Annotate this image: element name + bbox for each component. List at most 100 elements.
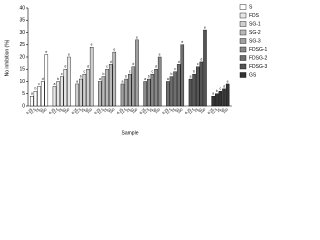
bar-letter: d [110,60,112,64]
bar-letter: d [223,84,225,88]
x-tick-label: 6.25 [116,107,124,115]
legend-swatch [239,38,247,44]
bar [222,88,226,107]
y-tick-label: 30 [19,30,25,36]
bar [98,81,102,107]
bar [86,69,90,107]
bar-letter: e [113,48,115,52]
x-tick-label: 100 [63,107,70,114]
x-tick-label: 6.25 [139,107,147,115]
bar [169,76,174,107]
bar [157,56,162,107]
bar [150,73,155,107]
bar [135,39,139,107]
legend-label: SG-2 [249,30,261,36]
bar-letter: d [200,57,202,61]
legend-label: FDSG-3 [249,64,268,70]
legend-swatch [239,29,247,36]
bar-letter: d [87,65,89,69]
x-tick-label: 100 [154,107,161,114]
bar-letter: a [99,77,101,81]
legend-label: S [249,4,253,10]
bar [101,76,106,107]
y-tick-label: 10 [19,79,25,85]
x-tick-label: 50 [152,108,158,114]
legend-label: FDSG-1 [249,47,268,53]
bar [166,81,170,107]
x-tick-label: 100 [41,107,48,114]
x-tick-label: 50 [106,108,112,114]
bar [37,86,41,107]
bar [147,78,151,107]
legend-swatch [239,12,247,19]
y-tick-label: 0 [22,103,25,109]
x-tick-label: 25 [103,108,109,114]
bar [188,78,193,107]
bar [105,69,109,107]
x-tick-label: 12.5 [210,107,218,115]
bar-letter: c [152,70,154,74]
x-tick-label: 12.5 [142,107,150,115]
bar [79,78,83,107]
bar-letter: c [61,72,63,76]
x-tick-label: 25 [148,108,154,114]
bar-letter: d [178,60,180,64]
bar-letter: c [197,62,199,66]
bar [124,78,128,107]
bar-letter: e [91,43,93,47]
bar-letter: e [68,52,70,56]
y-tick-label: 20 [19,54,25,60]
bar [176,64,181,107]
bar [63,69,68,107]
legend-swatch [239,63,247,70]
bar [112,51,117,107]
x-tick-label: 100 [199,107,206,114]
x-tick-label: 100 [222,107,229,114]
x-tick-label: 25 [193,108,199,114]
y-tick-label: 35 [19,18,25,24]
bar [89,47,94,107]
bar [56,81,60,107]
bar [127,73,132,107]
bar-letter: b [57,77,59,81]
bar [199,61,204,107]
x-tick-label: 6.25 [162,107,170,115]
bar [44,54,49,107]
bar [67,56,71,107]
bar-letter: e [227,79,229,83]
x-tick-label: 50 [38,108,44,114]
bar [131,66,136,107]
bar-letter: b [170,72,172,76]
x-tick-label: 25 [216,108,222,114]
bar-letter: b [216,89,218,93]
bar [195,66,200,107]
x-tick-label: 25 [171,108,177,114]
legend-swatch [239,46,247,53]
x-tick-label: 100 [86,107,93,114]
x-tick-label: 50 [174,108,180,114]
bar [30,95,34,107]
bar-letter: a [31,92,33,96]
x-tick-label: 6.25 [48,107,56,115]
bar-letter: c [106,65,108,69]
bar [225,83,230,107]
bar-letter: e [159,52,161,56]
bar-letter: c [38,82,40,86]
legend-label: SG-3 [249,38,261,44]
bar [218,91,223,107]
bar-letter: a [212,92,214,96]
bar-letter: d [42,77,44,81]
bar-letter: c [84,70,86,74]
bar-letter: b [102,72,104,76]
bar [75,83,79,107]
bar [33,91,38,107]
y-axis-label: No inhibition (%) [4,39,10,76]
x-tick-label: 50 [61,108,67,114]
bar-letter: c [174,67,176,71]
legend-label: SG-1 [249,21,261,27]
y-tick-label: 15 [19,67,25,73]
x-tick-label: 25 [57,108,63,114]
x-tick-label: 25 [80,108,86,114]
y-tick-label: 40 [19,5,25,11]
x-tick-label: 6.25 [207,107,215,115]
